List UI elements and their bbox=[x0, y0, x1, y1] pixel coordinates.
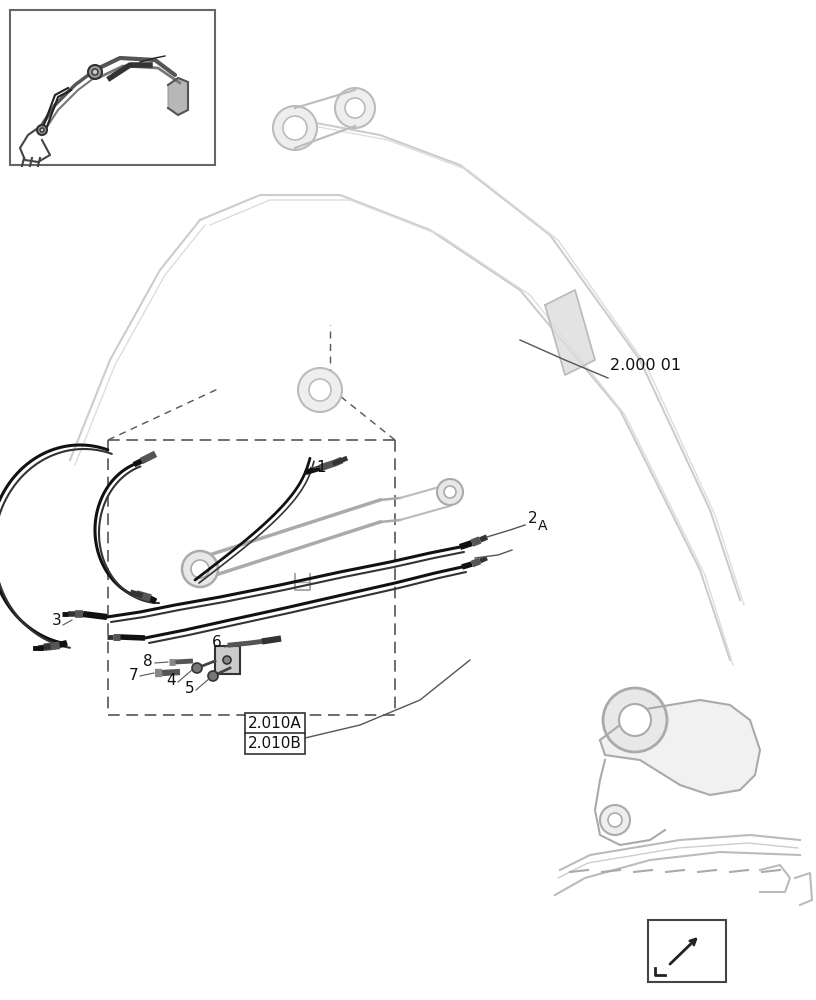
Circle shape bbox=[345, 98, 365, 118]
Text: 1: 1 bbox=[316, 460, 326, 475]
Circle shape bbox=[437, 479, 463, 505]
Text: 7: 7 bbox=[128, 668, 138, 683]
Circle shape bbox=[608, 813, 622, 827]
Circle shape bbox=[192, 663, 202, 673]
Circle shape bbox=[619, 704, 651, 736]
Bar bbox=[10, 10, 215, 165]
Circle shape bbox=[223, 656, 231, 664]
Text: 6: 6 bbox=[212, 635, 222, 650]
Circle shape bbox=[37, 125, 47, 135]
Text: 8: 8 bbox=[144, 654, 153, 669]
Circle shape bbox=[309, 379, 331, 401]
Polygon shape bbox=[600, 700, 760, 795]
Circle shape bbox=[182, 551, 218, 587]
Text: 4: 4 bbox=[166, 673, 176, 688]
Circle shape bbox=[208, 671, 218, 681]
Circle shape bbox=[335, 88, 375, 128]
Bar bbox=[215, 646, 240, 674]
Text: 3: 3 bbox=[52, 613, 62, 628]
Circle shape bbox=[92, 69, 98, 75]
Circle shape bbox=[283, 116, 307, 140]
Text: 2.000 01: 2.000 01 bbox=[610, 358, 681, 373]
Circle shape bbox=[88, 65, 102, 79]
Circle shape bbox=[40, 128, 44, 132]
Circle shape bbox=[603, 688, 667, 752]
Polygon shape bbox=[168, 78, 188, 115]
Text: A: A bbox=[538, 519, 548, 533]
Circle shape bbox=[444, 486, 456, 498]
Bar bbox=[648, 920, 726, 982]
Circle shape bbox=[191, 560, 209, 578]
Text: 2.010B: 2.010B bbox=[248, 736, 302, 751]
Text: 5: 5 bbox=[184, 681, 194, 696]
Circle shape bbox=[273, 106, 317, 150]
Circle shape bbox=[298, 368, 342, 412]
Polygon shape bbox=[545, 290, 595, 375]
Circle shape bbox=[600, 805, 630, 835]
Text: 2: 2 bbox=[528, 511, 538, 526]
Text: 2.010A: 2.010A bbox=[248, 716, 302, 731]
